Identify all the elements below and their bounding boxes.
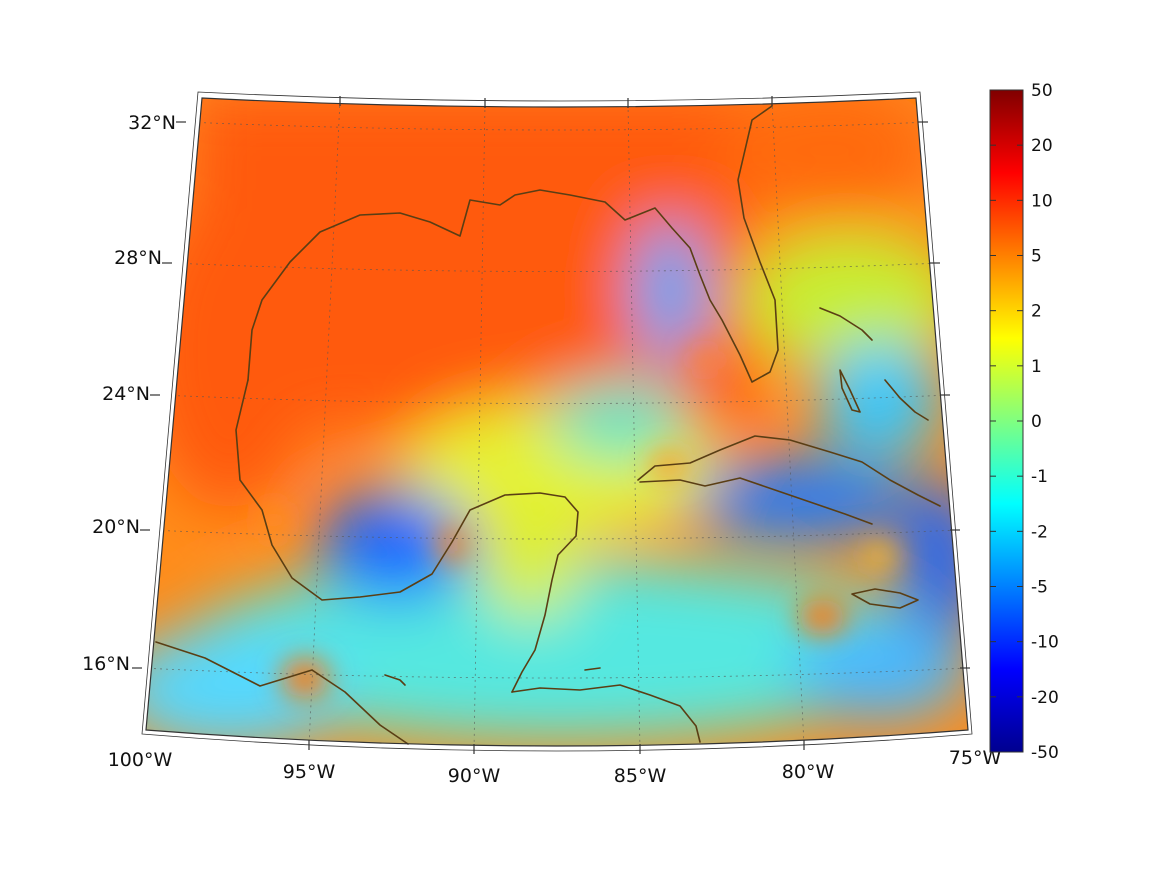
grid-lat-32 — [185, 121, 931, 131]
coastline-mexico-east — [235, 379, 579, 693]
coastline-belize-cays — [384, 674, 406, 686]
colorbar-tick-label: -10 — [1031, 633, 1059, 653]
frame-outline-outer — [141, 91, 973, 752]
colorbar-tick-label: 50 — [1031, 81, 1053, 101]
colorbar-tick-label: 1 — [1031, 357, 1042, 377]
hotspot-campeche — [440, 527, 464, 563]
hotspot-caribbean-east — [862, 543, 898, 567]
colorbar-tick-label: 2 — [1031, 302, 1042, 322]
coastline-bahamas-andros — [839, 369, 861, 413]
map-frame — [132, 91, 973, 754]
coastlines — [155, 105, 941, 745]
colorbar-tick-label: 0 — [1031, 412, 1042, 432]
field-blob-florida-west — [635, 220, 705, 360]
lat-label-24: 24°N — [102, 383, 150, 405]
colorbar-tick-label: -20 — [1031, 688, 1059, 708]
data-field — [146, 98, 968, 746]
lat-label-20: 20°N — [92, 516, 140, 538]
hotspot-veracruz — [258, 500, 288, 540]
colorbar-tick-label: 20 — [1031, 136, 1053, 156]
graticule — [146, 99, 968, 746]
field-blob-south — [180, 560, 940, 740]
lon-label-85w: 85°W — [614, 765, 667, 787]
lat-label-28: 28°N — [114, 247, 162, 269]
field-blob-bahamas — [820, 340, 940, 460]
lon-label-90w: 90°W — [448, 765, 501, 787]
coastline-honduras-islands — [584, 667, 601, 671]
field-blob-southwest — [146, 630, 350, 746]
colorbar-ticks — [990, 89, 1023, 753]
field-blob-west — [146, 190, 320, 510]
hotspot-keys — [691, 348, 719, 372]
field-blob-ne — [720, 98, 940, 220]
colorbar-tick-label: 5 — [1031, 247, 1042, 267]
colorbar-tick-label: -2 — [1031, 522, 1048, 542]
lon-label-80w: 80°W — [782, 761, 835, 783]
colorbar-tick-label: -50 — [1031, 743, 1059, 763]
coastline-bahamas-abaco — [819, 307, 873, 341]
lat-label-16: 16°N — [82, 653, 130, 675]
coastline-gulf-north — [247, 105, 779, 383]
grid-lat-28 — [171, 262, 941, 272]
colorbar-tick-label: -5 — [1031, 578, 1048, 598]
colorbar-tick-label: 10 — [1031, 191, 1053, 211]
field-blob-east-edge — [900, 480, 968, 640]
lat-label-32: 32°N — [128, 112, 176, 134]
coastline-bahamas-east — [884, 379, 929, 421]
field-blob-yucatan — [480, 500, 580, 620]
field-blob-east — [740, 230, 960, 370]
field-blob-gulf-mid — [550, 380, 690, 460]
field-blobs — [146, 98, 968, 746]
frame-outline — [145, 97, 969, 747]
latitude-labels: 32°N 28°N 24°N 20°N 16°N — [82, 112, 176, 675]
longitude-labels: 100°W 95°W 90°W 85°W 80°W 75°W — [108, 747, 1002, 787]
coastline-cuba — [637, 435, 941, 507]
coastline-pacific — [155, 641, 409, 745]
coastline-cuba-south — [639, 477, 873, 525]
lon-label-75w: 75°W — [949, 747, 1002, 769]
colorbar-tick-label: -1 — [1031, 467, 1048, 487]
hotspot-tehuantepec — [281, 658, 329, 698]
lon-label-95w: 95°W — [283, 761, 336, 783]
lon-label-100w: 100°W — [108, 749, 173, 771]
field-blob-caribbean — [790, 620, 968, 720]
coastline-jamaica — [851, 588, 919, 609]
coastline-central-america — [511, 684, 701, 743]
hotspot-jamaica-west — [798, 599, 846, 635]
